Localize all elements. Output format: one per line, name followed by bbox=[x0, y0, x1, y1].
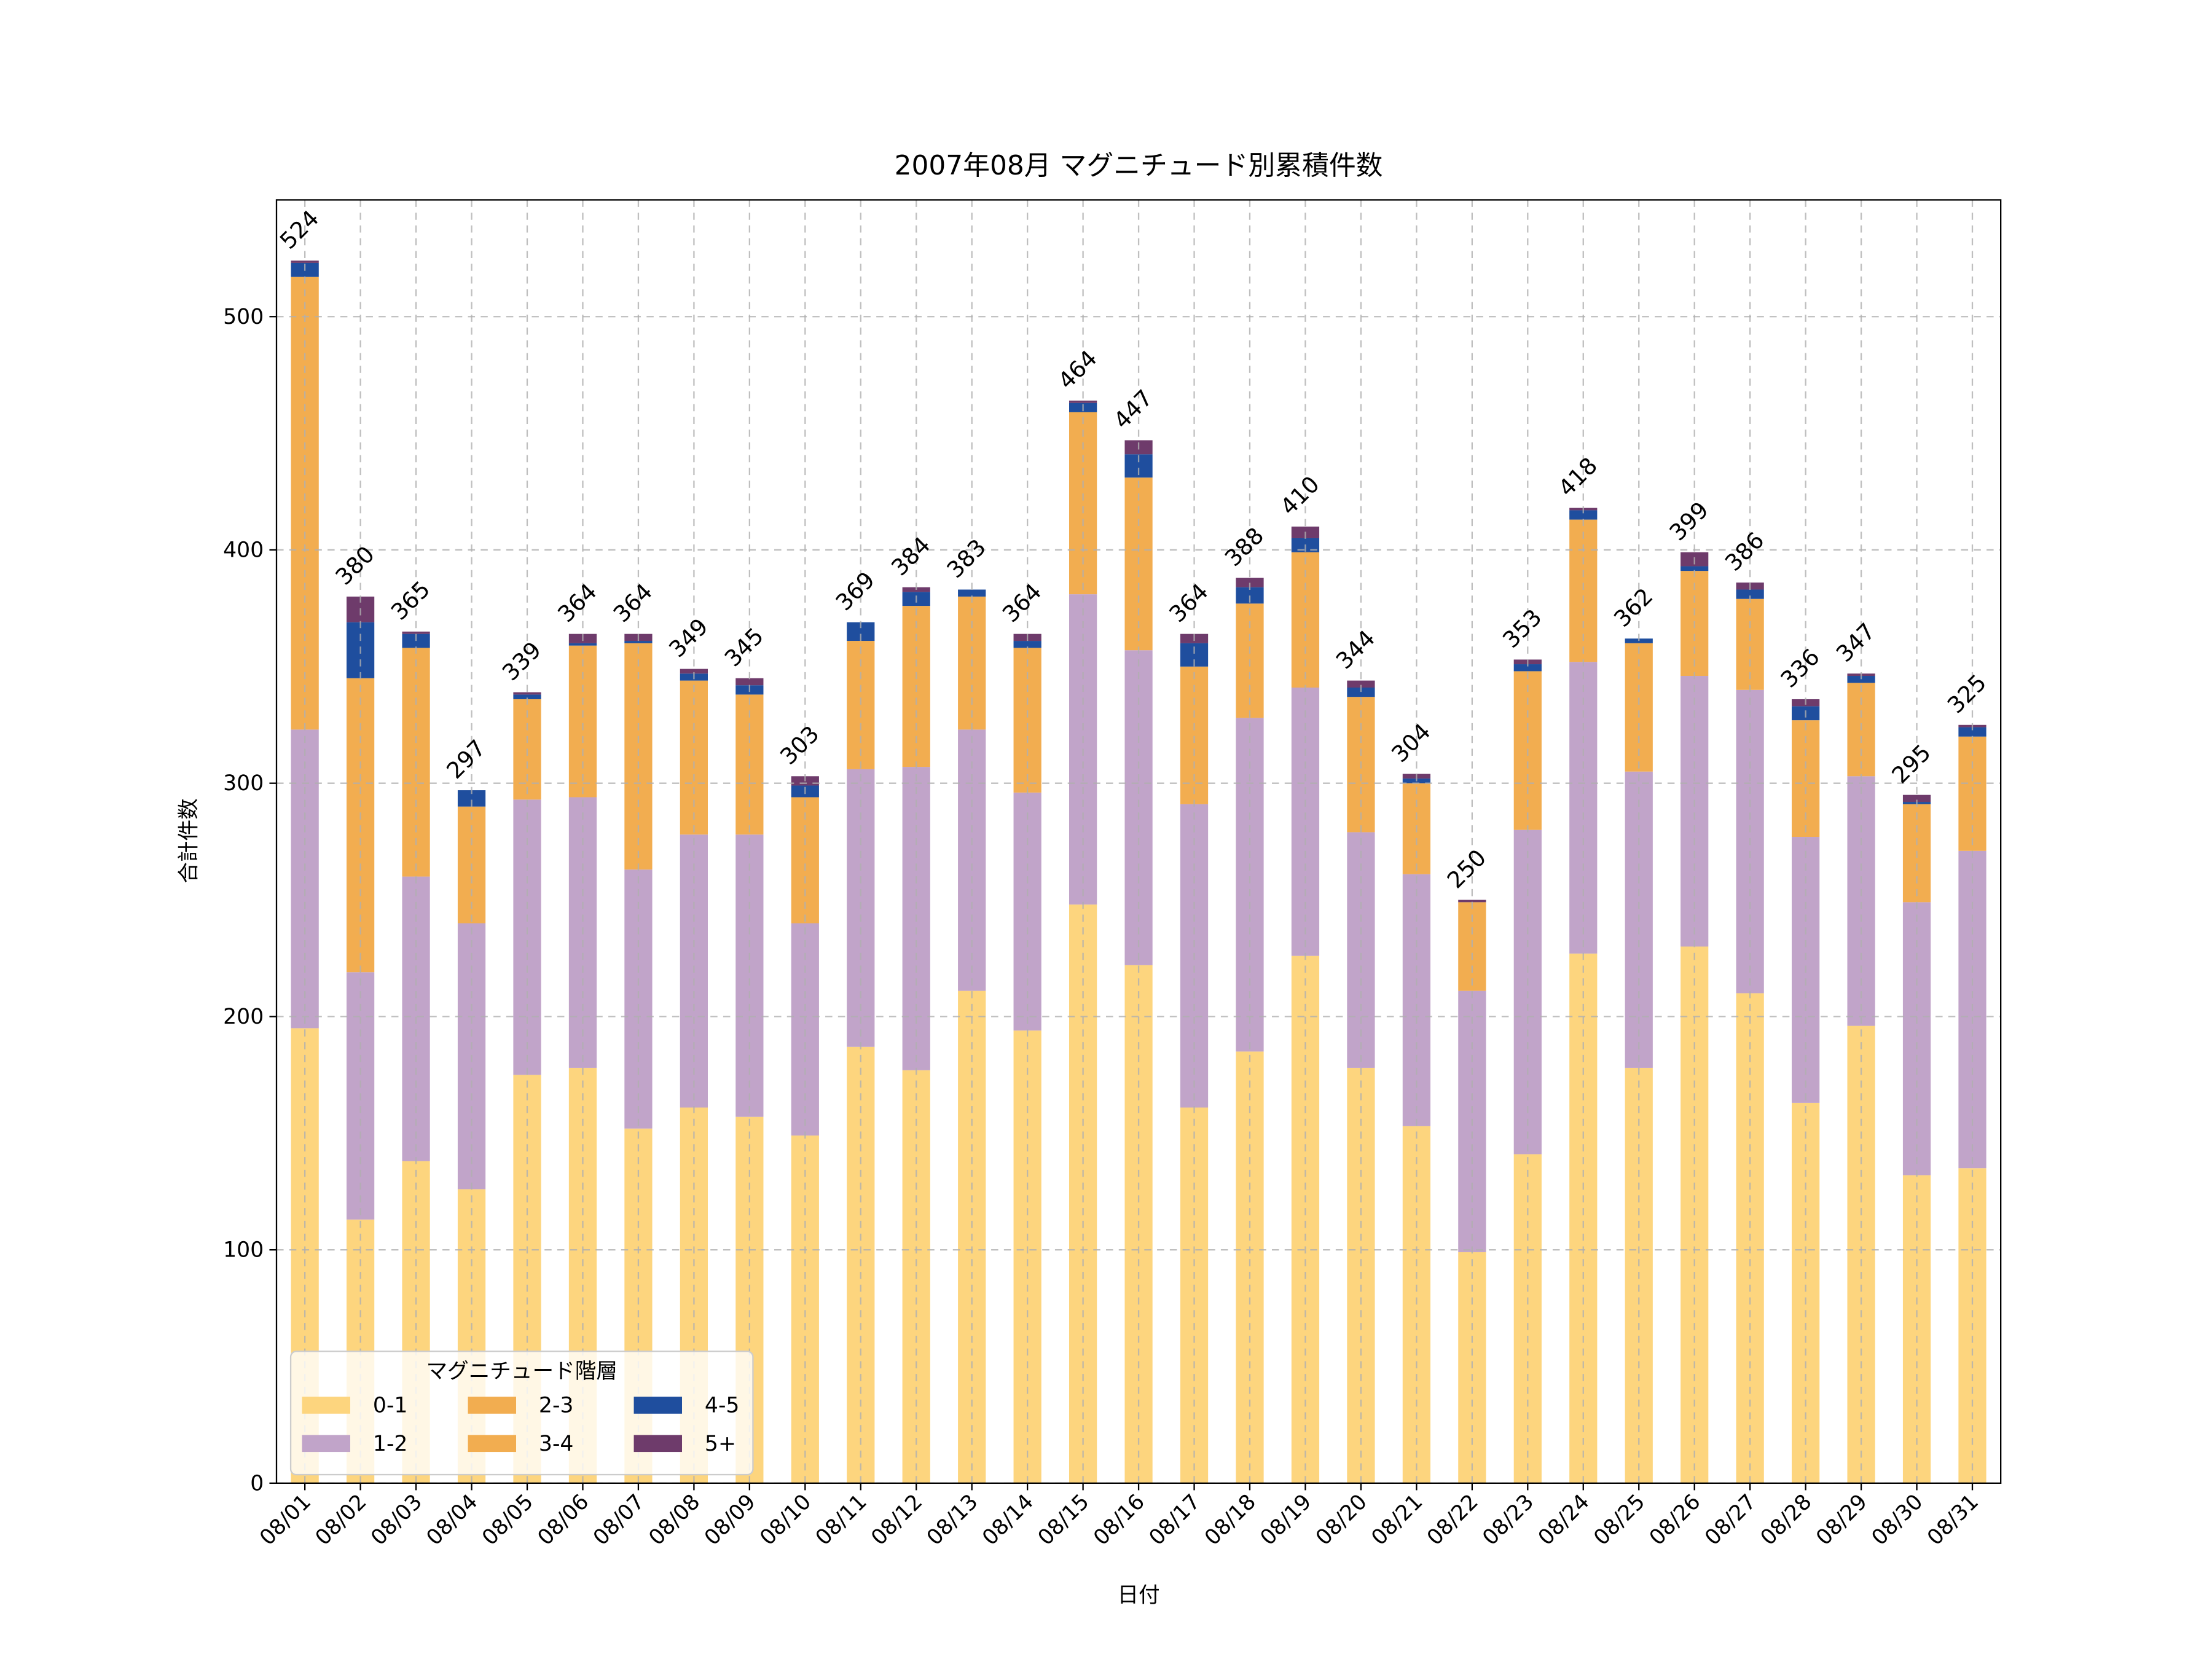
legend-label: 1-2 bbox=[373, 1432, 408, 1456]
legend-swatch bbox=[302, 1397, 350, 1414]
legend-swatch bbox=[468, 1435, 516, 1453]
bar-segment bbox=[1736, 589, 1764, 599]
bar-segment bbox=[735, 678, 764, 686]
bar-segment bbox=[1902, 794, 1931, 802]
bar-segment bbox=[680, 669, 708, 674]
legend-swatch bbox=[302, 1435, 350, 1453]
bar-segment bbox=[1013, 1030, 1041, 1483]
plot-frame bbox=[275, 199, 2002, 1484]
bar-segment bbox=[958, 589, 986, 597]
bar-segment bbox=[291, 261, 319, 263]
bar-segment bbox=[513, 694, 541, 699]
bar-segment bbox=[513, 799, 541, 1075]
bar-segment bbox=[1236, 578, 1264, 587]
legend-swatch bbox=[633, 1397, 682, 1414]
bar-segment bbox=[680, 680, 708, 835]
bar-segment bbox=[568, 643, 597, 646]
bar-segment bbox=[1069, 904, 1097, 1483]
legend-label: 5+ bbox=[705, 1432, 736, 1456]
bar-segment bbox=[1069, 400, 1097, 403]
bar-segment bbox=[1402, 874, 1430, 1126]
legend-label: 4-5 bbox=[705, 1393, 740, 1418]
bar-segment bbox=[1513, 1154, 1542, 1483]
y-tick-label: 0 bbox=[250, 1471, 264, 1496]
chart-title: 2007年08月 マグニチュード別累積件数 bbox=[895, 150, 1383, 181]
bar-segment bbox=[513, 692, 541, 695]
bar-segment bbox=[1013, 641, 1041, 648]
bar-segment bbox=[1347, 680, 1375, 688]
y-tick-label: 100 bbox=[223, 1238, 264, 1263]
bar-segment bbox=[291, 276, 319, 730]
bar-segment bbox=[1681, 676, 1709, 947]
bar-segment bbox=[1902, 902, 1931, 1175]
legend-title: マグニチュード階層 bbox=[426, 1359, 617, 1384]
legend-label: 3-4 bbox=[539, 1432, 574, 1456]
bar-segment bbox=[1069, 412, 1097, 595]
bar-segment bbox=[1569, 510, 1598, 520]
bar-segment bbox=[568, 645, 597, 798]
legend: マグニチュード階層 0-1 1-2 2-3 3-4 4-5 5+ bbox=[289, 1351, 754, 1476]
y-tick-label: 300 bbox=[223, 771, 264, 796]
y-axis-label: 合計件数 bbox=[176, 798, 201, 883]
bar-segment bbox=[1847, 676, 1875, 683]
bar-segment bbox=[1847, 1026, 1875, 1483]
legend-swatch bbox=[468, 1397, 516, 1414]
bar-segment bbox=[1681, 566, 1709, 571]
bar-segment bbox=[1291, 688, 1320, 956]
bar-segment bbox=[1513, 664, 1542, 672]
bar-segment bbox=[1958, 727, 1986, 737]
bar-segment bbox=[1458, 900, 1486, 903]
bar-segment bbox=[1347, 688, 1375, 697]
legend-swatch bbox=[633, 1435, 682, 1453]
y-tick-label: 500 bbox=[223, 305, 264, 329]
bar-segment bbox=[624, 641, 653, 643]
bar-segment bbox=[402, 631, 430, 634]
bar-segment bbox=[1569, 662, 1598, 954]
legend-label: 2-3 bbox=[539, 1393, 574, 1418]
bar-segment bbox=[1569, 953, 1598, 1483]
x-axis-label: 日付 bbox=[1117, 1583, 1159, 1608]
bar-segment bbox=[1347, 832, 1375, 1068]
legend-label: 0-1 bbox=[373, 1393, 408, 1418]
y-tick-label: 200 bbox=[223, 1005, 264, 1029]
bar-segment bbox=[958, 729, 986, 991]
bar-segment bbox=[1013, 648, 1041, 793]
bar-segment bbox=[1792, 1102, 1820, 1483]
y-tick-label: 400 bbox=[223, 538, 264, 563]
